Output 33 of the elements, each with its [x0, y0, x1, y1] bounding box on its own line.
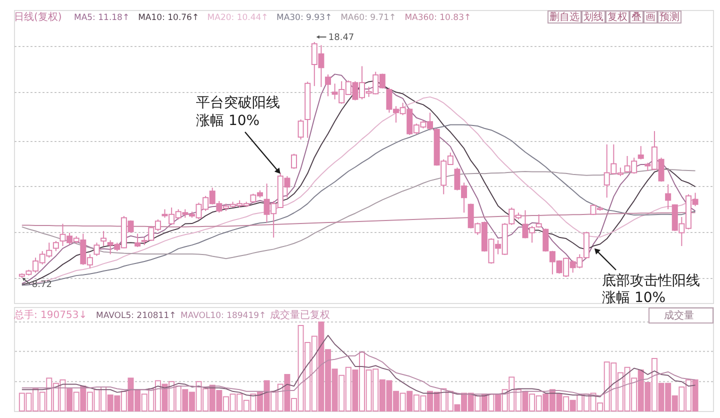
text: MA60: 9.71↑ [340, 13, 396, 23]
text: 画 [646, 12, 656, 23]
text: 成交量 [664, 310, 694, 322]
annotation: 平台突破阳线 [196, 95, 280, 111]
text: 删自选 [550, 11, 580, 23]
candlestick [94, 242, 100, 256]
candlestick [134, 233, 141, 248]
text: 叠 [632, 12, 642, 23]
candlestick [324, 74, 331, 97]
text: MA360: 10.83↑ [404, 13, 472, 23]
candlestick [100, 230, 107, 247]
chart-title: 日线(复权) [14, 11, 62, 23]
annotation: 底部攻击性阳线 [602, 273, 700, 289]
text: MAVOL5: 210811↑ [96, 311, 176, 321]
text: MA30: 9.93↑ [276, 13, 332, 23]
text: 8.72 [32, 280, 52, 290]
candlestick [52, 240, 59, 252]
candlestick [290, 153, 297, 170]
text: MA5: 11.18↑ [74, 13, 130, 23]
text: MA20: 10.44↑ [207, 13, 268, 23]
text: 预测 [660, 11, 680, 23]
text: MA10: 10.76↑ [138, 13, 200, 23]
annotation: 涨幅 10% [196, 113, 260, 129]
text: 总手: 190753↓ [13, 309, 88, 321]
candlestick [298, 118, 304, 140]
text: MAVOL10: 189419↑ [180, 311, 266, 321]
text: 复权 [608, 11, 628, 23]
candlestick [638, 146, 644, 160]
text: 划线 [584, 11, 604, 23]
candlestick [665, 184, 672, 210]
text: 涨幅 10% [602, 290, 666, 306]
text: 成交量已复权 [270, 309, 330, 321]
annotation: 18.47 [328, 33, 354, 43]
